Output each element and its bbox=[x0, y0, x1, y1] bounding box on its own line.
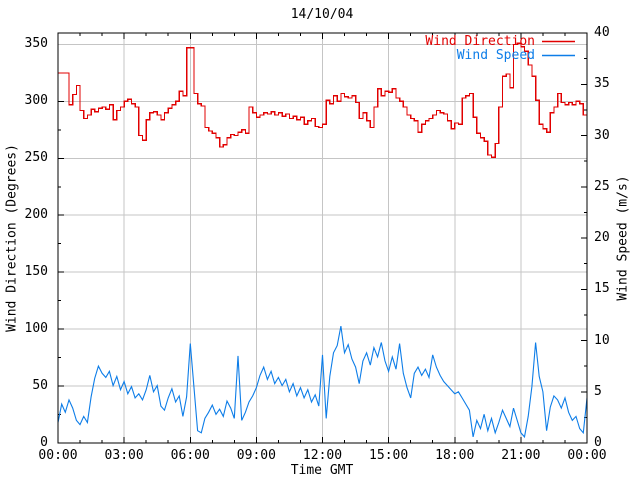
legend-entry-wind-direction: Wind Direction bbox=[425, 34, 535, 49]
y-right-tick-label: 15 bbox=[594, 281, 610, 297]
x-axis-label: Time GMT bbox=[290, 463, 354, 478]
x-tick-label: 21:00 bbox=[501, 448, 541, 463]
y-right-tick-label: 5 bbox=[594, 383, 602, 399]
x-tick-label: 09:00 bbox=[236, 448, 276, 463]
chart-title: 14/10/04 bbox=[290, 7, 354, 22]
y-right-tick-label: 40 bbox=[594, 25, 610, 40]
y-right-tick-label: 20 bbox=[594, 230, 610, 245]
legend-entry-wind-speed: Wind Speed bbox=[456, 48, 535, 63]
y-right-tick-label: 0 bbox=[594, 435, 602, 450]
y-left-tick-label: 100 bbox=[24, 321, 48, 337]
y-left-tick-label: 200 bbox=[24, 207, 48, 223]
y-left-tick-label: 50 bbox=[32, 378, 48, 394]
y-left-tick-label: 300 bbox=[24, 93, 48, 109]
x-tick-label: 00:00 bbox=[567, 448, 607, 463]
y-left-tick-label: 250 bbox=[24, 150, 48, 166]
y-left-tick-label: 350 bbox=[24, 36, 48, 52]
x-tick-label: 06:00 bbox=[170, 448, 210, 463]
y-axis-left-label: Wind Direction (Degrees) bbox=[4, 144, 20, 332]
y-right-tick-label: 30 bbox=[594, 127, 610, 143]
y-right-tick-label: 35 bbox=[594, 76, 610, 92]
y-right-tick-label: 10 bbox=[594, 332, 610, 348]
y-left-tick-label: 150 bbox=[24, 264, 48, 280]
x-tick-label: 00:00 bbox=[38, 448, 78, 463]
y-left-tick-label: 0 bbox=[40, 435, 48, 450]
x-tick-label: 15:00 bbox=[369, 448, 409, 463]
y-right-tick-label: 25 bbox=[594, 178, 610, 194]
x-tick-label: 12:00 bbox=[302, 448, 343, 463]
x-tick-label: 18:00 bbox=[435, 448, 475, 463]
x-tick-label: 03:00 bbox=[104, 448, 144, 463]
